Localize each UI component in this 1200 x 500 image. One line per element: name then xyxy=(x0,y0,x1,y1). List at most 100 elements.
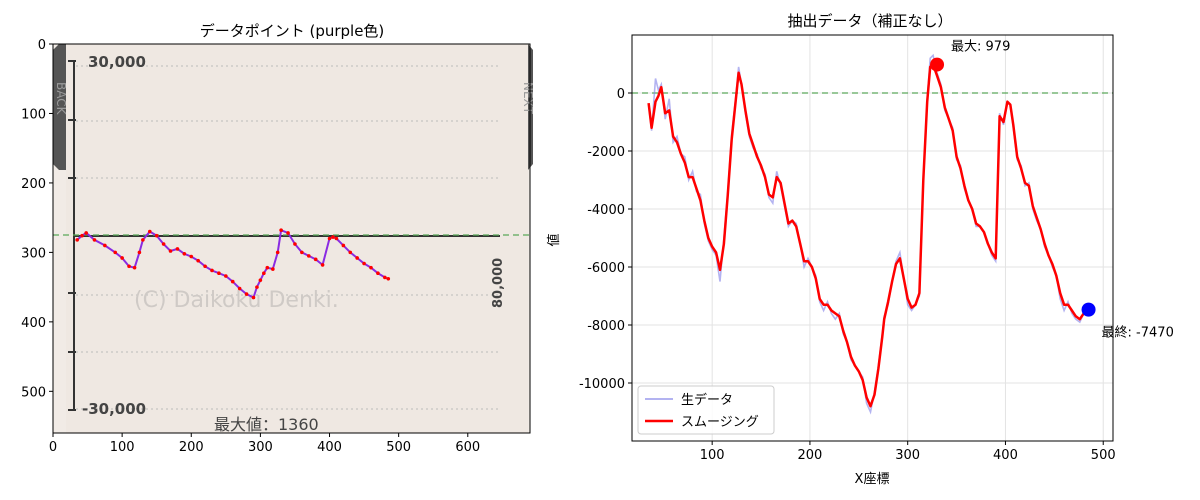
data-point xyxy=(320,263,325,267)
data-point xyxy=(265,265,270,270)
y-tick-label: 300 xyxy=(21,246,46,261)
data-point xyxy=(84,231,88,235)
data-point xyxy=(147,229,152,234)
data-point xyxy=(182,251,187,256)
y-tick-label: 0 xyxy=(617,87,625,102)
left-series xyxy=(75,228,391,300)
x-tick-label: 0 xyxy=(49,440,57,455)
data-point xyxy=(275,250,280,255)
bottom-caption: 最大値：1360 xyxy=(214,415,319,434)
legend-label-raw: 生データ xyxy=(681,392,733,408)
data-point xyxy=(369,265,373,270)
max-annotation: 最大: 979 xyxy=(951,40,1010,55)
smoothed-data-line xyxy=(647,63,1089,408)
data-point xyxy=(210,268,214,273)
watermark: (C) Daikoku Denki. xyxy=(134,288,339,313)
y-tick-label: 200 xyxy=(21,177,46,192)
data-point xyxy=(383,275,387,280)
data-point xyxy=(334,236,339,241)
left-chart: データポイント (purple色) BACK NEXT xyxy=(21,22,535,455)
screenshot-inner-panel xyxy=(66,44,528,433)
x-tick-label: 200 xyxy=(179,440,204,455)
left-y-axis: 0 100 200 300 400 500 xyxy=(21,38,53,400)
data-point xyxy=(244,292,249,296)
data-point xyxy=(313,257,318,262)
data-point xyxy=(92,238,97,242)
data-point xyxy=(175,247,180,251)
data-point xyxy=(113,250,118,255)
x-tick-label: 400 xyxy=(317,440,342,455)
right-x-axis: 100 200 300 400 500 xyxy=(700,441,1116,463)
data-point xyxy=(196,258,200,263)
right-chart: 抽出データ（補正なし） 最大: 979 最終: -7470 100 200 300 40… xyxy=(546,12,1174,487)
data-point xyxy=(331,235,335,239)
x-tick-label: 500 xyxy=(386,440,411,455)
data-point xyxy=(75,238,79,242)
data-point xyxy=(293,242,297,246)
right-series xyxy=(647,53,1089,415)
y-tick-label: 100 xyxy=(21,107,46,122)
right-y-label: 値 xyxy=(546,233,562,246)
data-point xyxy=(127,264,131,269)
data-point xyxy=(355,256,359,260)
back-arrow-icon xyxy=(53,44,66,170)
data-point xyxy=(203,264,207,269)
data-point xyxy=(306,254,311,258)
last-annotation: 最終: -7470 xyxy=(1102,325,1174,341)
data-point xyxy=(376,271,380,276)
data-point xyxy=(286,231,290,235)
y-tick-label: -8000 xyxy=(587,319,625,334)
y-tick-label: -6000 xyxy=(587,261,625,276)
legend-label-smooth: スムージング xyxy=(681,415,759,430)
data-point xyxy=(237,286,242,291)
max-point-marker xyxy=(930,57,945,72)
data-point xyxy=(258,278,263,282)
x-tick-label: 100 xyxy=(700,448,725,463)
right-y-axis: 0 -2000 -4000 -6000 -8000 -10000 xyxy=(579,87,632,392)
y-tick-label: 500 xyxy=(21,385,46,400)
x-tick-label: 300 xyxy=(248,440,273,455)
right-chart-title: 抽出データ（補正なし） xyxy=(787,12,952,30)
data-point xyxy=(341,243,346,248)
data-point xyxy=(120,256,124,260)
data-point xyxy=(168,249,173,253)
y-tick-label: -10000 xyxy=(579,377,625,392)
data-point xyxy=(279,228,283,232)
y-tick-label: 0 xyxy=(38,38,46,53)
inner-scale-bottom: -30,000 xyxy=(82,400,146,418)
next-nav-label: NEXT xyxy=(521,82,535,115)
right-axes-frame xyxy=(631,34,1114,442)
screenshot-gridlines xyxy=(76,65,498,410)
data-point xyxy=(262,271,266,276)
data-point xyxy=(217,271,221,276)
data-point xyxy=(141,238,145,242)
data-point xyxy=(154,233,159,238)
data-point xyxy=(103,243,107,248)
x-tick-label: 300 xyxy=(895,448,920,463)
data-point xyxy=(189,254,194,259)
x-tick-label: 600 xyxy=(455,440,480,455)
x-tick-label: 200 xyxy=(798,448,823,463)
inner-right-label: 80,000 xyxy=(491,258,506,308)
y-tick-label: 400 xyxy=(21,316,46,331)
data-point xyxy=(327,236,332,241)
right-annotations: 最大: 979 最終: -7470 xyxy=(930,40,1174,341)
data-point xyxy=(161,242,166,246)
x-tick-label: 100 xyxy=(110,440,135,455)
data-point xyxy=(386,276,391,281)
data-point xyxy=(251,295,256,300)
data-point xyxy=(137,250,142,255)
y-tick-label: -4000 xyxy=(587,203,625,218)
y-tick-label: -2000 xyxy=(587,145,625,160)
left-chart-title: データポイント (purple色) xyxy=(200,22,385,40)
data-point xyxy=(300,250,304,255)
data-point xyxy=(230,279,235,284)
data-point xyxy=(362,261,366,266)
data-point xyxy=(80,233,84,238)
data-point xyxy=(271,267,275,271)
left-axes-frame xyxy=(52,43,531,434)
x-tick-label: 400 xyxy=(993,448,1018,463)
last-point-marker xyxy=(1081,302,1096,317)
raw-data-line xyxy=(647,53,1089,415)
